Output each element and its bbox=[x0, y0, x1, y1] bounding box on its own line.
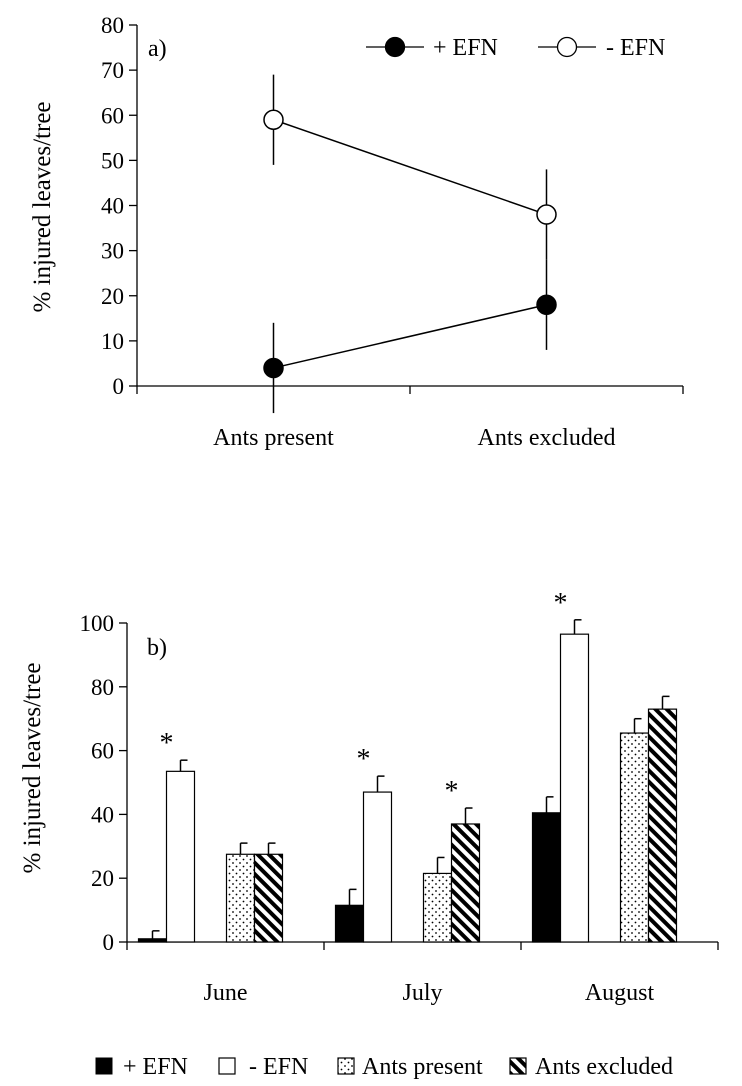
x-category-label: June bbox=[204, 980, 248, 1006]
y-tick-label: 30 bbox=[101, 239, 124, 264]
legend-marker-filled-circle bbox=[384, 36, 406, 58]
y-tick-label: 20 bbox=[101, 284, 124, 309]
series-line-plus-efn bbox=[273, 304, 547, 369]
legend-label-ants-present: Ants present bbox=[362, 1054, 483, 1080]
bar-plus-efn bbox=[531, 812, 562, 943]
panel-a-axes: 0 10 20 30 40 50 60 70 80 Ants present Ants exclud… bbox=[101, 13, 684, 451]
y-tick-label: 10 bbox=[101, 329, 124, 354]
panel-b-axes: 0 20 40 60 80 100 June July August bbox=[80, 611, 719, 1006]
legend-marker-open-circle bbox=[556, 36, 578, 58]
data-point-plus-efn bbox=[536, 294, 557, 316]
panel-b: % injured leaves/tree b) 0 20 40 60 80 100 Jun… bbox=[19, 588, 719, 1080]
significance-asterisk: * bbox=[554, 588, 568, 619]
panel-b-label: b) bbox=[147, 635, 167, 661]
bar-ants-present bbox=[422, 872, 453, 943]
legend-label-plus-efn-b: + EFN bbox=[123, 1054, 188, 1080]
panel-a: % injured leaves/tree a) 0 10 20 30 40 50 60 70… bbox=[29, 13, 684, 451]
legend-swatch-plus-efn bbox=[95, 1057, 113, 1075]
data-point-minus-efn bbox=[536, 204, 557, 225]
bar-plus-efn bbox=[334, 904, 365, 943]
x-category-label: July bbox=[402, 980, 442, 1006]
panel-a-label: a) bbox=[148, 36, 167, 62]
panel-a-ylabel: % injured leaves/tree bbox=[29, 101, 56, 312]
legend-label-ants-excluded: Ants excluded bbox=[535, 1054, 673, 1080]
legend-item-plus-efn: + EFN bbox=[366, 35, 498, 61]
legend-item-minus-efn: - EFN bbox=[538, 35, 665, 61]
panel-a-marks bbox=[263, 74, 557, 414]
bar-minus-efn bbox=[165, 770, 196, 943]
legend-swatch-ants-excluded bbox=[509, 1057, 527, 1075]
bar-ants-present bbox=[225, 853, 256, 943]
panel-a-legend: + EFN - EFN bbox=[366, 35, 665, 61]
panel-b-legend: + EFN - EFN Ants present Ants excluded bbox=[95, 1054, 673, 1080]
significance-asterisk: * bbox=[357, 744, 371, 775]
y-tick-label: 80 bbox=[101, 13, 124, 38]
bar-minus-efn bbox=[362, 791, 393, 943]
y-tick-label: 40 bbox=[91, 802, 114, 827]
y-tick-label: 40 bbox=[101, 194, 124, 219]
legend-label-plus-efn: + EFN bbox=[433, 35, 498, 61]
data-point-minus-efn bbox=[263, 109, 284, 131]
y-tick-label: 0 bbox=[103, 930, 115, 955]
significance-asterisk: * bbox=[445, 776, 459, 807]
legend-swatch-ants-present bbox=[337, 1057, 355, 1075]
panel-b-ylabel: % injured leaves/tree bbox=[19, 662, 46, 873]
y-tick-label: 0 bbox=[113, 374, 125, 399]
data-point-plus-efn bbox=[263, 357, 284, 379]
bar-minus-efn bbox=[559, 633, 590, 943]
series-line-minus-efn bbox=[273, 119, 547, 216]
y-tick-label: 60 bbox=[101, 103, 124, 128]
bar-ants-excluded bbox=[647, 708, 678, 943]
legend-swatch-minus-efn bbox=[218, 1057, 236, 1075]
y-tick-label: 80 bbox=[91, 675, 114, 700]
bar-ants-excluded bbox=[253, 853, 284, 943]
y-tick-label: 50 bbox=[101, 148, 124, 173]
legend-label-minus-efn-b: - EFN bbox=[249, 1054, 308, 1080]
x-category-label: Ants present bbox=[213, 425, 334, 451]
x-category-label: August bbox=[585, 980, 655, 1006]
bar-ants-present bbox=[619, 732, 650, 943]
y-tick-label: 60 bbox=[91, 739, 114, 764]
legend-label-minus-efn: - EFN bbox=[606, 35, 665, 61]
panel-b-marks: * * * * bbox=[137, 588, 678, 943]
x-category-label: Ants excluded bbox=[478, 425, 616, 451]
y-tick-label: 20 bbox=[91, 866, 114, 891]
y-tick-label: 100 bbox=[80, 611, 115, 636]
significance-asterisk: * bbox=[160, 728, 174, 759]
bar-plus-efn bbox=[137, 938, 168, 943]
bar-ants-excluded bbox=[450, 823, 481, 943]
y-tick-label: 70 bbox=[101, 58, 124, 83]
